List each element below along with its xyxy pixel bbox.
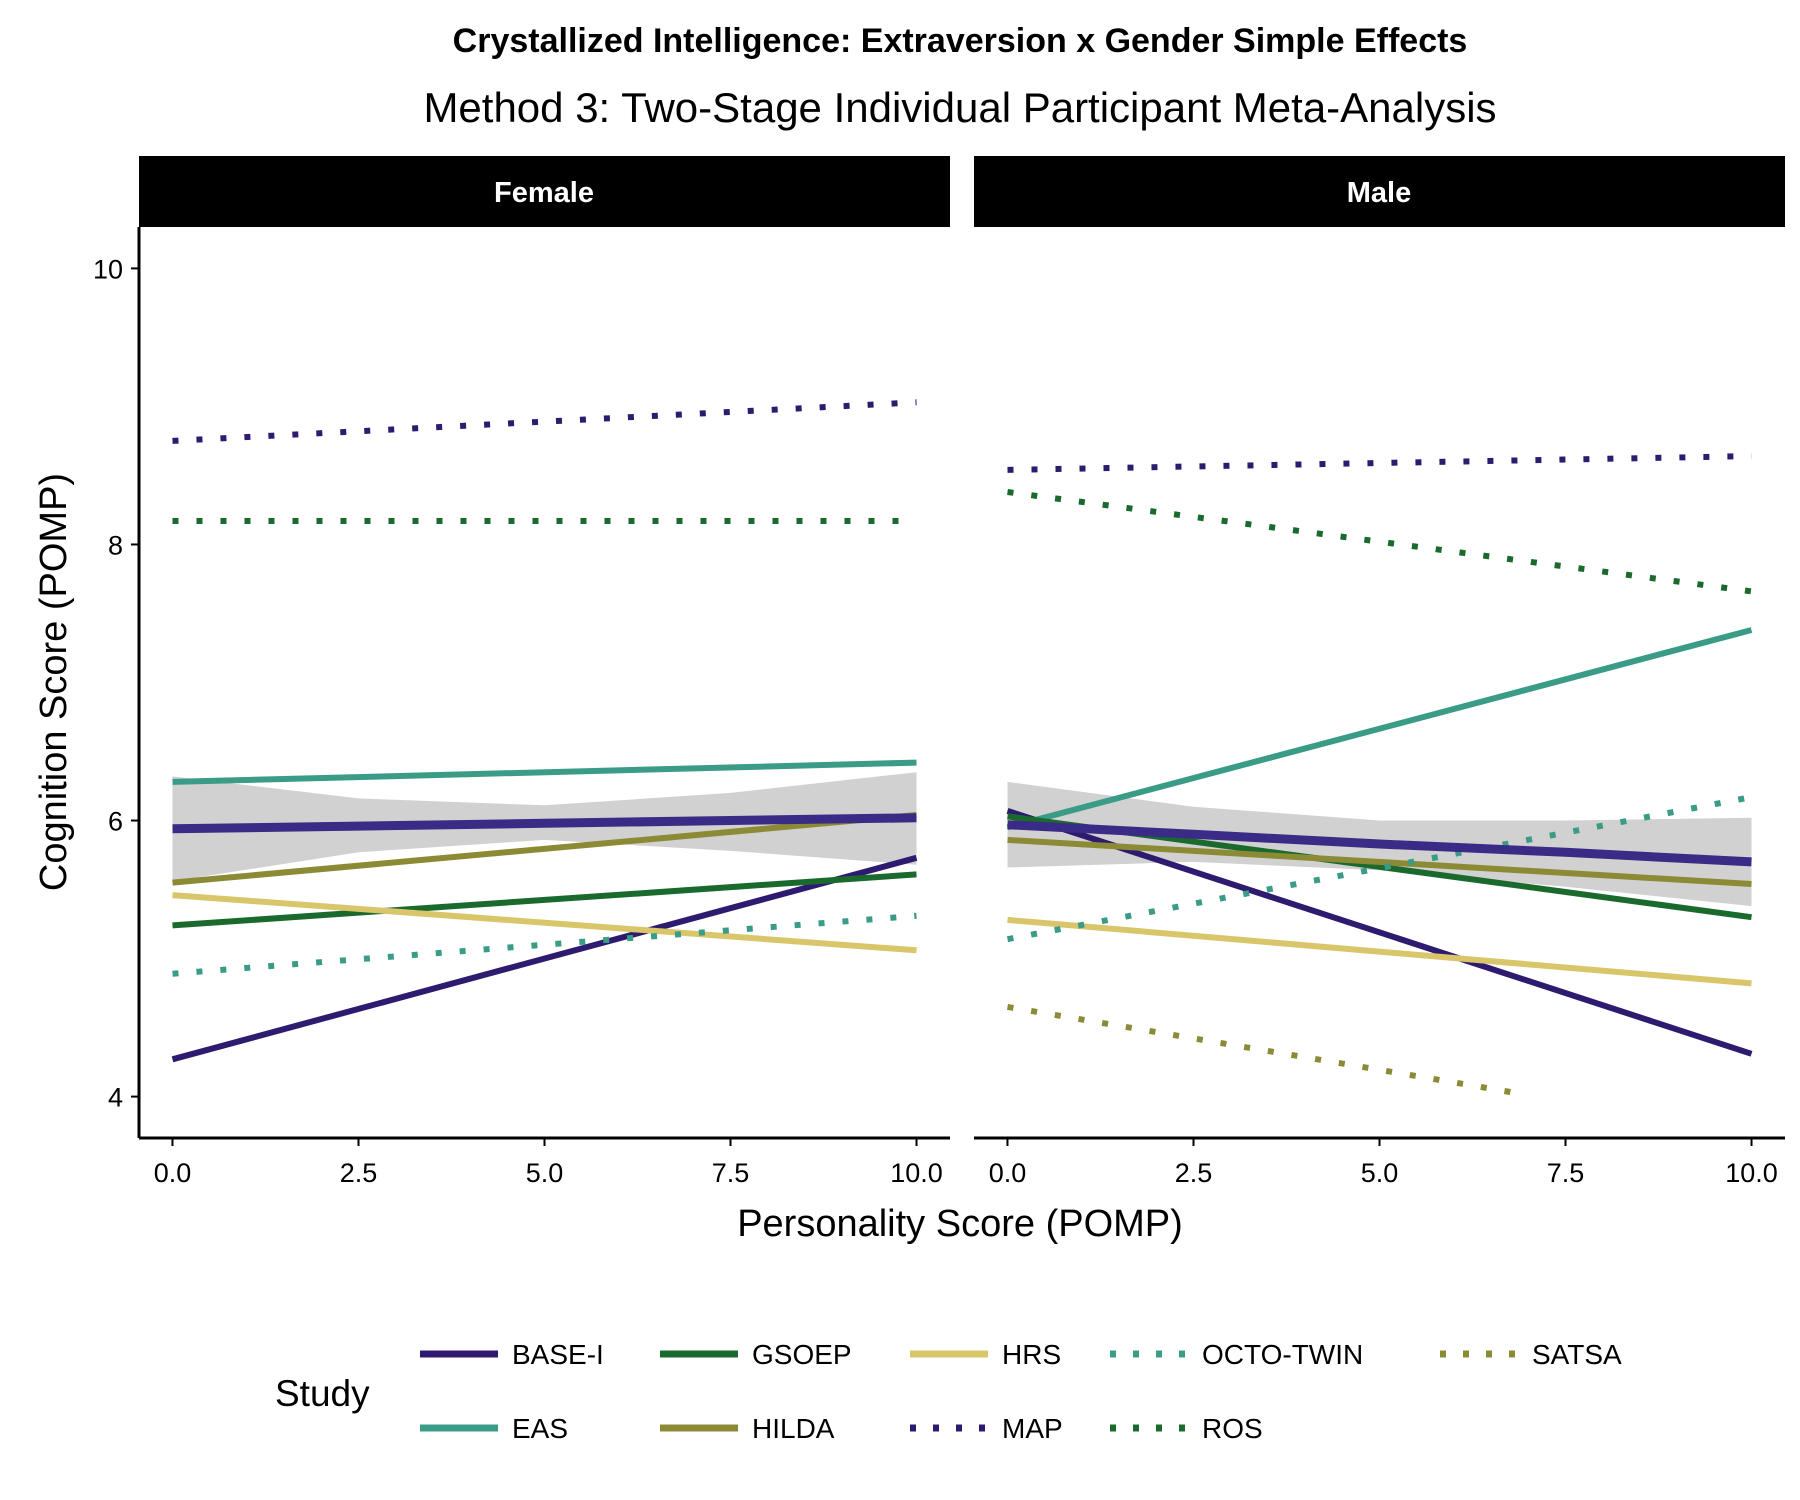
- series-line-gsoep-female: [172, 871, 917, 929]
- legend-label-ros: ROS: [1202, 1413, 1263, 1444]
- legend-label-octo-twin: OCTO-TWIN: [1202, 1339, 1363, 1370]
- legend-label-hilda: HILDA: [752, 1413, 835, 1444]
- x-tick-label: 7.5: [712, 1158, 750, 1188]
- series-line-hrs-male: [1007, 916, 1752, 987]
- legend-label-hrs: HRS: [1002, 1339, 1061, 1370]
- legend-label-base-i: BASE-I: [512, 1339, 604, 1370]
- panel-male: [1006, 453, 1753, 1096]
- overall-line-male: [1007, 820, 1752, 867]
- chart-title: Crystallized Intelligence: Extraversion …: [453, 22, 1468, 60]
- x-tick-label: 2.5: [1175, 1158, 1213, 1188]
- legend-label-gsoep: GSOEP: [752, 1339, 852, 1370]
- series-line-hilda-male: [1007, 836, 1752, 887]
- x-tick-label: 10.0: [890, 1158, 943, 1188]
- x-tick-label: 5.0: [526, 1158, 564, 1188]
- series-line-map-male: [1007, 453, 1752, 473]
- x-tick-label: 5.0: [1361, 1158, 1399, 1188]
- y-tick-label: 4: [108, 1083, 123, 1113]
- panel-female: [171, 399, 918, 1063]
- y-tick-label: 8: [108, 530, 123, 560]
- x-axis-ticks: 0.0 2.5 5.0 7.5 10.0 0.0 2.5 5.0 7.5 10.0: [154, 1138, 1778, 1188]
- y-tick-label: 6: [108, 807, 123, 837]
- strip-female: [139, 156, 950, 227]
- y-tick-label: 10: [93, 254, 123, 284]
- series-line-hilda-female: [172, 812, 917, 886]
- legend-title: Study: [275, 1373, 370, 1414]
- legend-label-map: MAP: [1002, 1413, 1063, 1444]
- series-line-map-female: [172, 399, 917, 444]
- x-tick-label: 7.5: [1547, 1158, 1585, 1188]
- legend: Study BASE-I EAS GSOEP HILDA HRS MAP OCTO-TWIN…: [275, 1339, 1622, 1444]
- x-tick-label: 10.0: [1725, 1158, 1778, 1188]
- x-tick-label: 0.0: [154, 1158, 192, 1188]
- strip-male: [974, 156, 1785, 227]
- strip-label-male: Male: [1347, 177, 1411, 209]
- series-line-hrs-female: [172, 892, 917, 954]
- series-line-eas-male: [1006, 627, 1753, 831]
- y-axis-ticks: 4 6 8 10: [93, 254, 139, 1113]
- strip-label-female: Female: [494, 177, 594, 209]
- series-line-eas-female: [172, 759, 917, 785]
- series-line-octo-twin-female: [172, 912, 917, 977]
- series-line-base-i-male: [1006, 808, 1753, 1057]
- legend-label-eas: EAS: [512, 1413, 568, 1444]
- chart-subtitle: Method 3: Two-Stage Individual Participa…: [423, 84, 1496, 131]
- x-tick-label: 0.0: [989, 1158, 1027, 1188]
- series-line-base-i-female: [171, 854, 918, 1063]
- overall-line-female: [172, 813, 917, 834]
- legend-label-satsa: SATSA: [1532, 1339, 1622, 1370]
- series-line-ros-male: [1007, 489, 1752, 595]
- y-axis-title: Cognition Score (POMP): [33, 473, 75, 891]
- x-axis-title: Personality Score (POMP): [737, 1203, 1183, 1245]
- x-tick-label: 2.5: [340, 1158, 378, 1188]
